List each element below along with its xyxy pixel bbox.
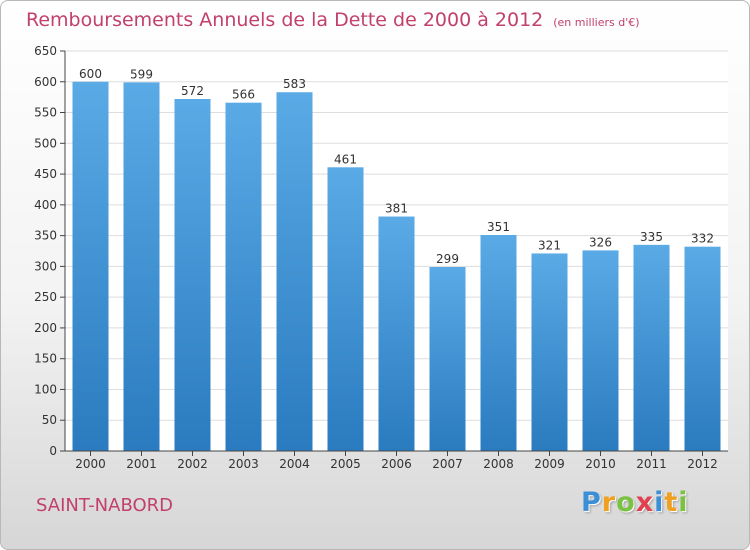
axes: 0 50 100 150 200 250 300 350 400 450 500 550 600 650 2… <box>34 44 728 471</box>
bar-2012 <box>684 246 721 451</box>
bar-2000 <box>72 81 109 452</box>
x-tick-label: 2000 <box>75 457 106 471</box>
bar-value-label: 335 <box>640 230 663 244</box>
commune-name: SAINT-NABORD <box>36 495 174 516</box>
x-tick-label: 2009 <box>534 457 565 471</box>
y-tick-label: 200 <box>34 321 57 335</box>
x-tick-label: 2005 <box>330 457 361 471</box>
x-tick-label: 2004 <box>279 457 310 471</box>
bar-2003 <box>225 102 262 451</box>
x-tick-label: 2011 <box>636 457 667 471</box>
y-tick-label: 600 <box>34 75 57 89</box>
logo-letter: o <box>616 487 636 518</box>
y-tick-label: 250 <box>34 290 57 304</box>
y-tick-label: 500 <box>34 136 57 150</box>
bar-2008 <box>480 235 517 451</box>
bar-2001 <box>123 82 160 451</box>
bar-value-label: 299 <box>436 252 459 266</box>
x-tick-label: 2006 <box>381 457 412 471</box>
y-tick-label: 150 <box>34 352 57 366</box>
y-tick-label: 350 <box>34 229 57 243</box>
bar-2007 <box>429 267 466 451</box>
chart-title-text: Remboursements Annuels de la Dette de 20… <box>26 9 544 31</box>
bar-2009 <box>531 253 568 451</box>
bar-2006 <box>378 216 415 451</box>
y-tick-label: 400 <box>34 198 57 212</box>
x-tick-label: 2010 <box>585 457 616 471</box>
bar-value-label: 351 <box>487 220 510 234</box>
logo-letter: P <box>581 487 602 518</box>
y-tick-label: 650 <box>34 44 57 58</box>
bar-2002 <box>174 99 211 451</box>
bar-value-label: 326 <box>589 235 612 249</box>
bar-value-label: 461 <box>334 152 357 166</box>
bar-value-label: 572 <box>181 84 204 98</box>
y-tick-label: 0 <box>49 444 57 458</box>
x-tick-label: 2003 <box>228 457 259 471</box>
bar-value-label: 332 <box>691 232 714 246</box>
logo-letter: x <box>635 487 655 518</box>
bar-value-label: 583 <box>283 77 306 91</box>
bar-value-label: 599 <box>130 67 153 81</box>
x-tick-label: 2012 <box>687 457 718 471</box>
logo-letter: r <box>601 487 617 518</box>
logo-letter: i <box>678 487 689 518</box>
bar-2010 <box>582 250 619 451</box>
bar-2004 <box>276 92 313 451</box>
x-tick-label: 2008 <box>483 457 514 471</box>
chart-title: Remboursements Annuels de la Dette de 20… <box>26 9 640 31</box>
x-tick-label: 2007 <box>432 457 463 471</box>
y-tick-label: 450 <box>34 167 57 181</box>
bar-value-label: 600 <box>79 67 102 81</box>
proxiti-logo: Proxiti <box>581 487 689 518</box>
logo-letter: t <box>664 487 679 518</box>
x-tick-label: 2001 <box>126 457 157 471</box>
bar-value-label: 381 <box>385 202 408 216</box>
chart-subtitle: (en milliers d'€) <box>553 16 640 29</box>
y-tick-label: 50 <box>42 413 57 427</box>
bars: 600 599 572 566 583 461 381 299 351 321 326 335 332 <box>72 67 721 452</box>
logo-letter: i <box>654 487 665 518</box>
bar-2005 <box>327 167 364 452</box>
bar-2011 <box>633 244 670 451</box>
x-tick-label: 2002 <box>177 457 208 471</box>
bar-value-label: 566 <box>232 88 255 102</box>
bar-value-label: 321 <box>538 238 561 252</box>
y-tick-label: 550 <box>34 106 57 120</box>
y-tick-label: 300 <box>34 259 57 273</box>
y-tick-label: 100 <box>34 382 57 396</box>
